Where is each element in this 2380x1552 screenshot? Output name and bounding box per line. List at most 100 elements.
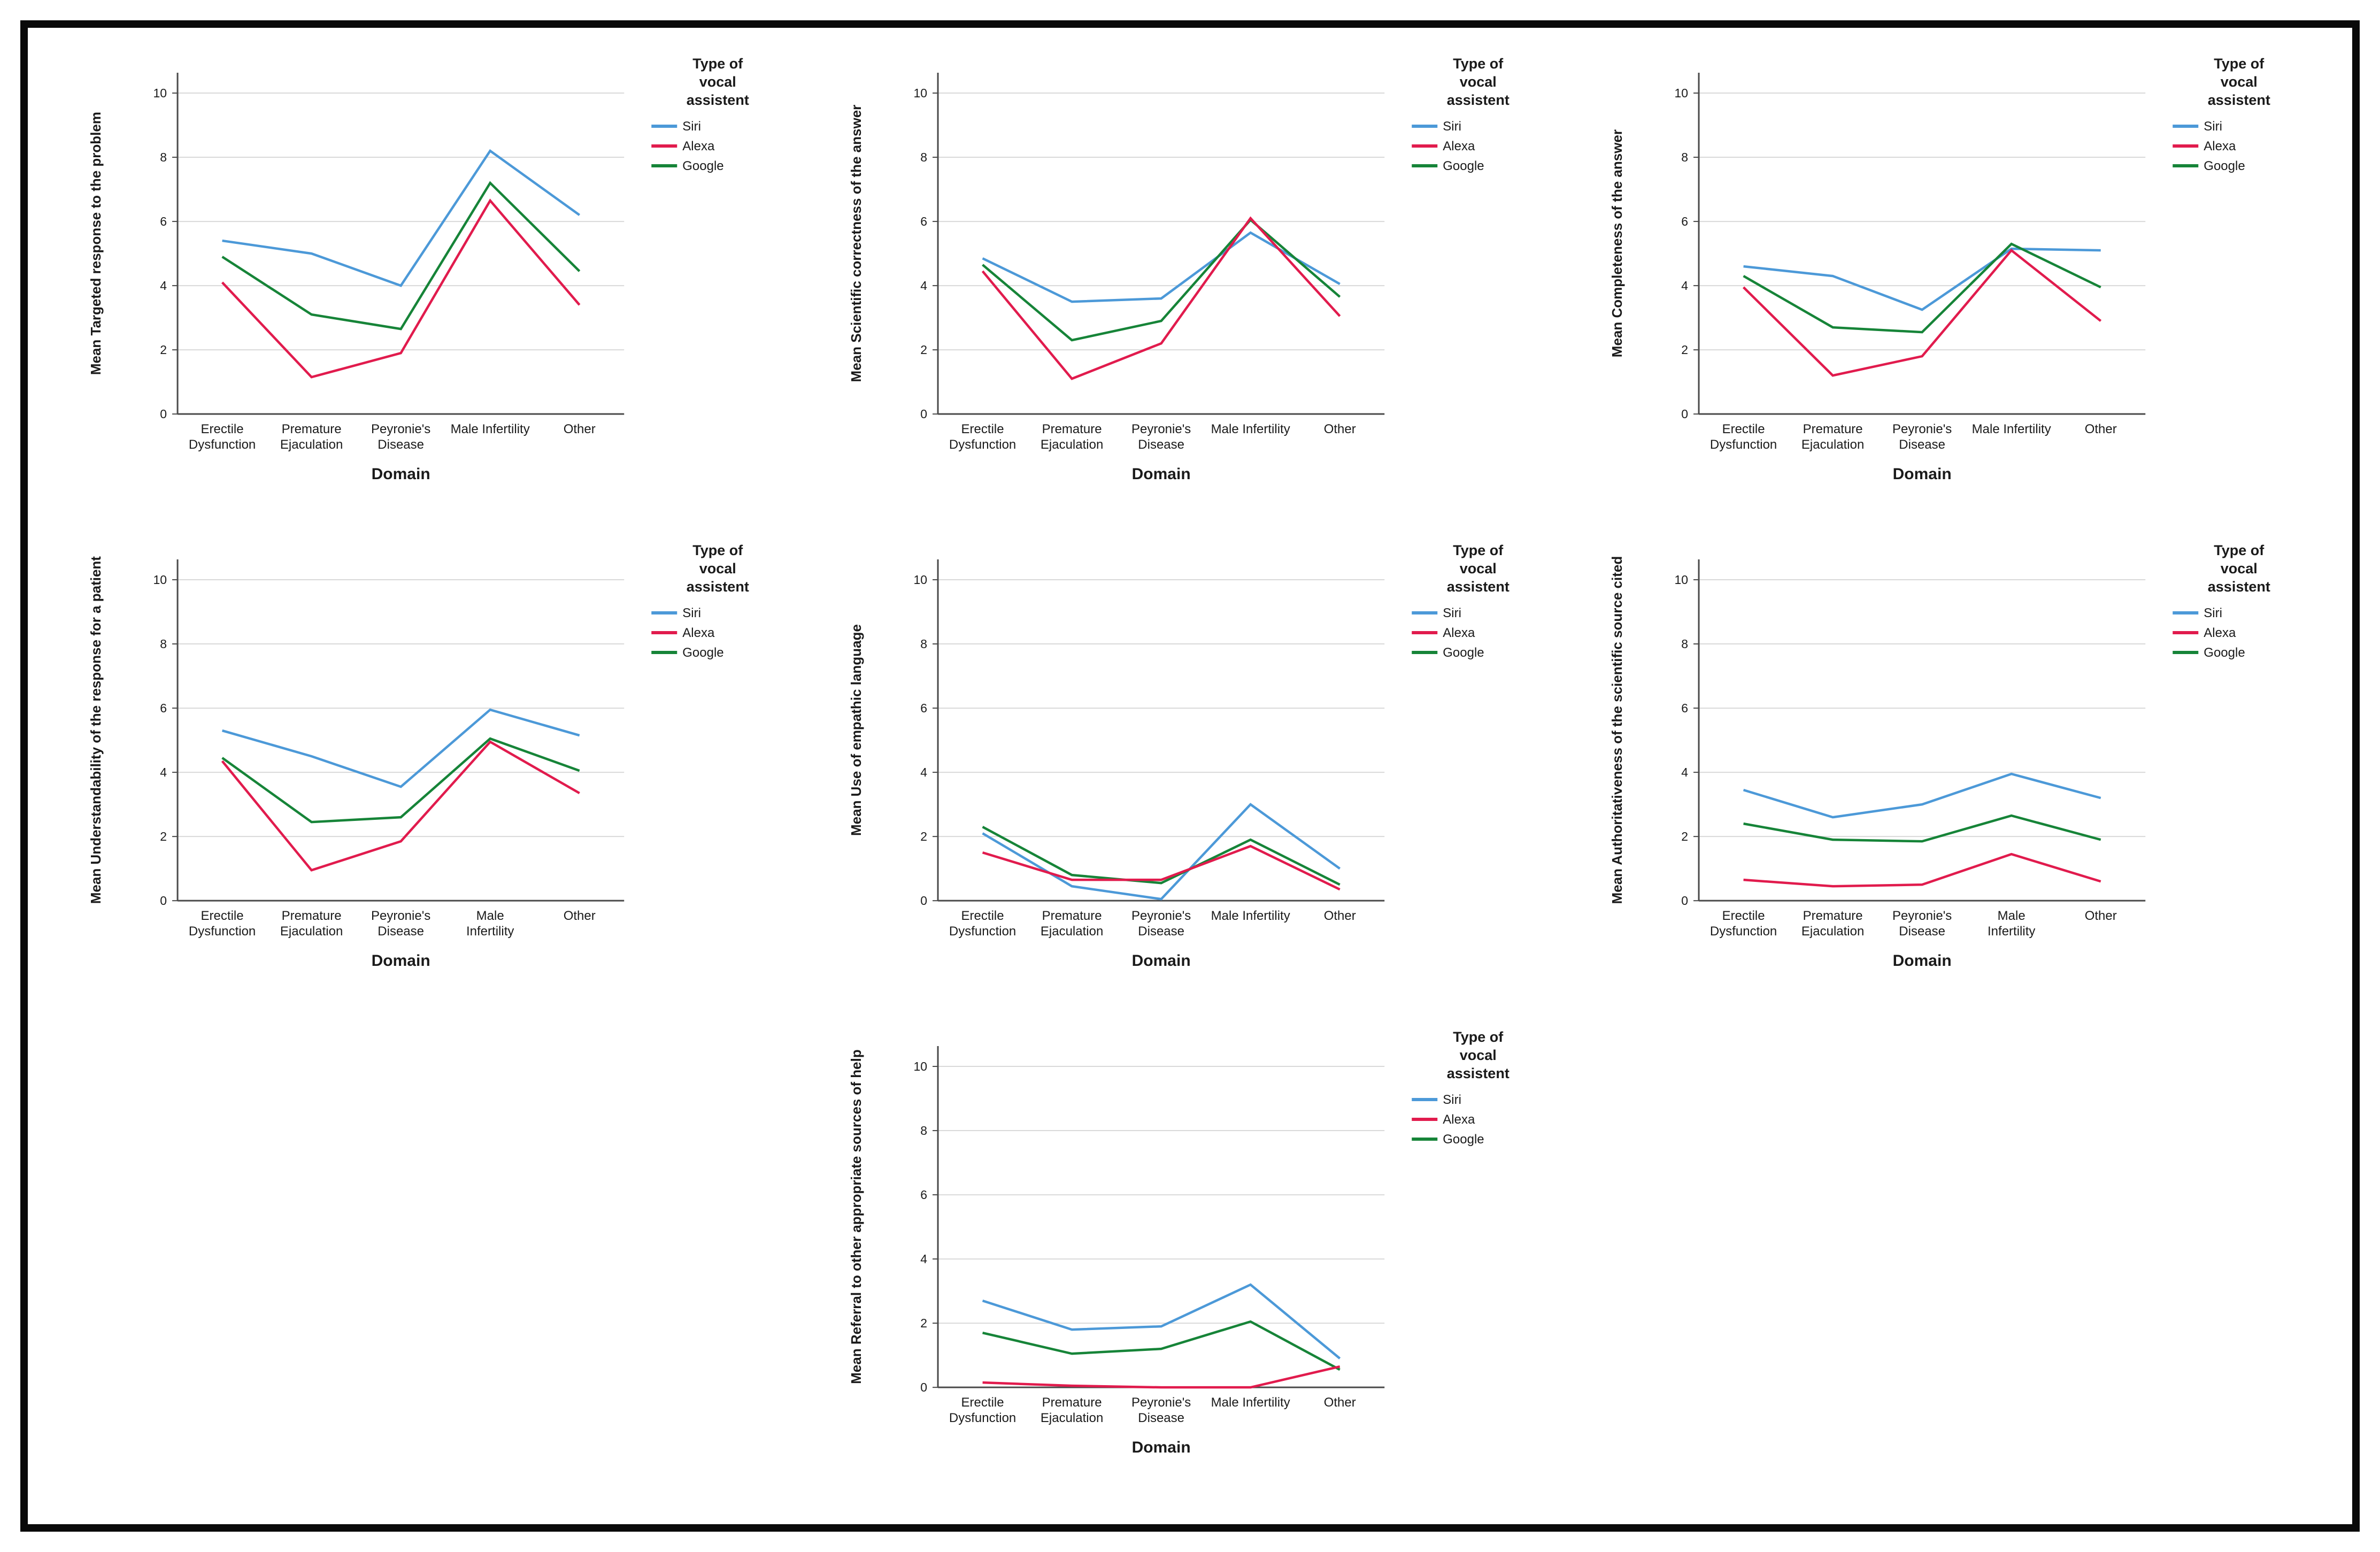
category-label: Other [564, 422, 596, 436]
category-label: Male [1997, 909, 2025, 923]
series-line-siri [221, 708, 580, 788]
legend-title: vocal [699, 74, 736, 90]
legend-title: Type of [2214, 56, 2265, 72]
series-line-siri [1743, 772, 2101, 819]
y-tick-label: 0 [1681, 407, 1688, 421]
y-tick-label: 8 [921, 150, 928, 164]
y-tick-label: 10 [153, 86, 167, 100]
legend-label-google: Google [2204, 646, 2245, 660]
y-tick-label: 0 [160, 407, 167, 421]
y-tick-label: 4 [160, 279, 167, 293]
category-label: Disease [1138, 1411, 1185, 1425]
legend-label-alexa: Alexa [1443, 626, 1476, 640]
y-tick-label: 6 [1681, 214, 1688, 228]
x-axis-title: Domain [1132, 465, 1191, 483]
legend-title: assistent [1447, 92, 1509, 108]
category-label: Erectile [201, 422, 244, 436]
category-label: Male Infertility [1211, 909, 1290, 923]
category-label: Peyronie's [1131, 909, 1191, 923]
legend-title: Type of [692, 542, 743, 558]
series-line-siri [982, 803, 1341, 901]
series-line-alexa [221, 740, 580, 872]
category-label: Peyronie's [371, 909, 430, 923]
series-line-siri [982, 231, 1341, 303]
legend-label-alexa: Alexa [682, 139, 715, 153]
category-label: Male Infertility [1211, 1395, 1290, 1410]
y-tick-label: 2 [921, 343, 928, 357]
category-label: Ejaculation [1801, 924, 1864, 939]
chart-referral: 0 2 4 6 8 10 Erectile Dysfunction Premature Ejacu… [810, 1024, 1570, 1507]
category-label: Disease [1138, 924, 1185, 939]
legend-label-siri: Siri [2204, 606, 2222, 620]
chart-completeness: 0 2 4 6 8 10 Erectile Dysfunction Premature Ejacu… [1570, 50, 2331, 534]
legend-label-siri: Siri [1443, 1093, 1462, 1107]
category-label: Disease [1899, 437, 1945, 452]
y-tick-label: 8 [921, 1124, 928, 1138]
chart-empathic-language: 0 2 4 6 8 10 Erectile Dysfunction Premature Ejacu… [810, 537, 1570, 1020]
y-tick-label: 6 [921, 214, 928, 228]
y-tick-label: 8 [160, 637, 167, 651]
y-tick-label: 0 [921, 1380, 928, 1394]
y-tick-label: 8 [921, 637, 928, 651]
x-axis-title: Domain [1892, 465, 1951, 483]
category-label: Peyronie's [1892, 909, 1952, 923]
category-label: Dysfunction [1710, 437, 1777, 452]
series-line-siri [982, 1283, 1341, 1359]
category-label: Premature [282, 422, 342, 436]
y-tick-label: 10 [914, 573, 928, 587]
y-axis-title: Mean Understandability of the response f… [88, 556, 104, 904]
x-axis-title: Domain [372, 952, 430, 970]
series-line-siri [222, 149, 581, 287]
category-label: Dysfunction [189, 437, 256, 452]
series-line-siri [1743, 247, 2101, 311]
category-label: Peyronie's [371, 422, 430, 436]
category-label: Erectile [961, 422, 1004, 436]
y-tick-label: 8 [1681, 150, 1688, 164]
category-label: Peyronie's [1131, 1395, 1191, 1410]
category-label: Male Infertility [451, 422, 530, 436]
category-label: Dysfunction [1710, 924, 1777, 939]
y-tick-label: 8 [1681, 637, 1688, 651]
category-label: Ejaculation [280, 924, 343, 939]
legend-title: assistent [687, 92, 749, 108]
y-tick-label: 6 [921, 701, 928, 715]
category-label: Disease [378, 924, 424, 939]
series-line-alexa [1743, 852, 2101, 888]
category-label: Other [2084, 909, 2116, 923]
y-tick-label: 10 [914, 1059, 928, 1073]
y-axis-title: Mean Referral to other appropriate sourc… [848, 1049, 864, 1384]
category-label: Other [1324, 909, 1356, 923]
y-tick-label: 6 [1681, 701, 1688, 715]
category-label: Male Infertility [1971, 422, 2051, 436]
category-label: Dysfunction [949, 437, 1016, 452]
series-line-google [221, 737, 580, 824]
y-tick-label: 8 [160, 150, 167, 164]
legend-label-alexa: Alexa [2204, 626, 2236, 640]
category-label: Ejaculation [280, 437, 343, 452]
category-label: Ejaculation [1041, 924, 1103, 939]
series-line-google [221, 181, 581, 331]
legend-title: assistent [1447, 1065, 1509, 1081]
category-label: Dysfunction [949, 1411, 1016, 1425]
outer-frame: 0 2 4 6 8 10 Erectile Dysfunction Premature Ejacu… [20, 20, 2360, 1532]
y-tick-label: 2 [921, 1316, 928, 1330]
legend-label-google: Google [682, 646, 723, 660]
category-label: Ejaculation [1801, 437, 1864, 452]
y-tick-label: 2 [1681, 829, 1688, 843]
y-axis-title: Mean Targeted response to the problem [88, 112, 104, 375]
category-label: Erectile [961, 1395, 1004, 1410]
legend-title: Type of [1453, 1029, 1504, 1045]
legend-title: Type of [2214, 542, 2265, 558]
y-tick-label: 10 [153, 573, 167, 587]
category-label: Peyronie's [1131, 422, 1191, 436]
legend-title: Type of [692, 56, 743, 72]
category-label: Disease [1138, 437, 1185, 452]
series-line-google [1743, 242, 2101, 334]
category-label: Male Infertility [1211, 422, 1290, 436]
category-label: Other [2084, 422, 2116, 436]
y-tick-label: 4 [160, 765, 167, 779]
y-tick-label: 10 [1674, 86, 1688, 100]
category-label: Male [476, 909, 504, 923]
